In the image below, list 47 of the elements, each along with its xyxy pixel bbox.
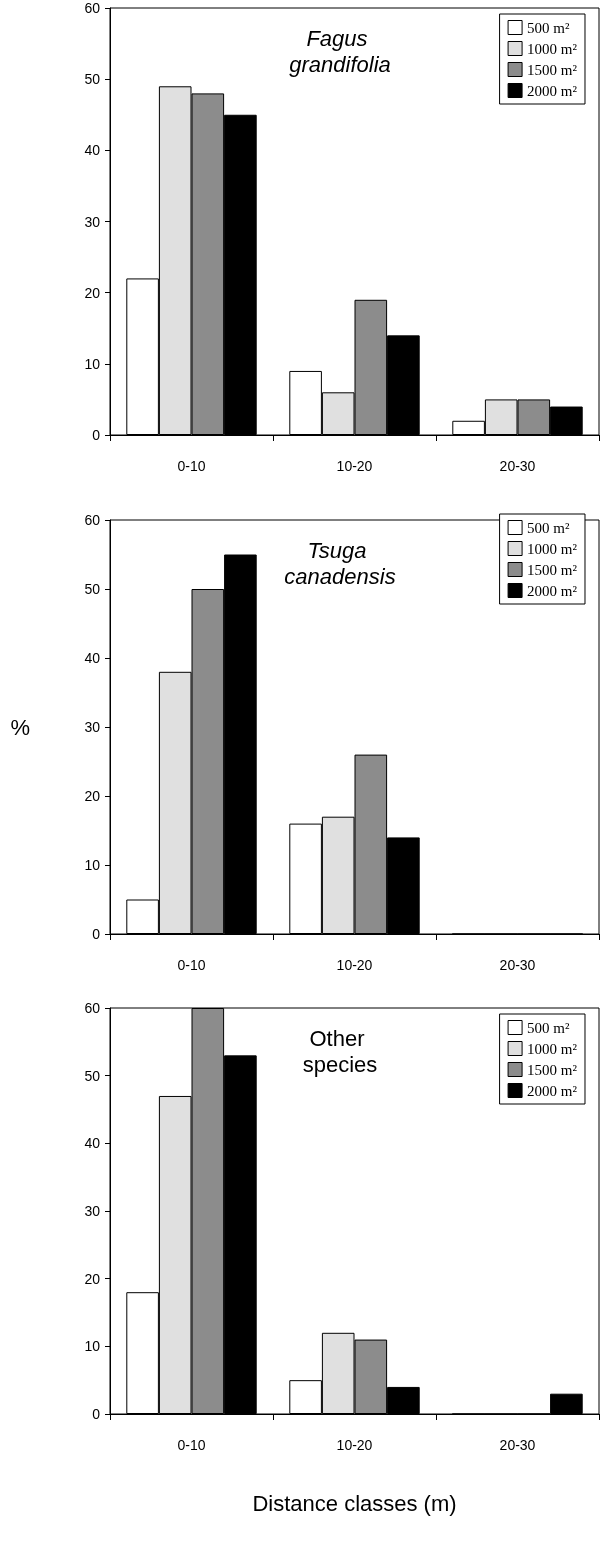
y-tick-label: 40 [84,1135,101,1152]
legend-label: 1500 m² [527,1061,578,1078]
x-tick-label: 20-30 [499,458,536,474]
x-tick-label: 10-20 [336,458,373,474]
x-tick-label: 0-10 [177,458,206,474]
legend-label: 2000 m² [527,582,578,599]
y-tick-label: 10 [84,857,101,873]
legend-label: 1000 m² [527,540,578,557]
y-tick-label: 60 [84,512,101,528]
legend-label: 1500 m² [527,61,578,78]
y-tick-label: 30 [84,719,101,735]
x-tick-label: 20-30 [499,957,536,973]
y-tick-label: 20 [84,788,101,804]
y-tick-label: 60 [84,0,101,16]
legend-label: 1000 m² [527,1040,578,1057]
y-tick-label: 50 [84,71,101,88]
y-tick-label: 40 [84,142,101,159]
y-tick-label: 10 [84,1338,101,1355]
y-tick-label: 60 [84,1000,101,1016]
y-tick-label: 0 [92,427,101,443]
y-tick-label: 40 [84,650,101,666]
x-tick-label: 10-20 [336,1437,373,1453]
legend-label: 500 m² [527,1019,570,1036]
legend-label: 2000 m² [527,82,578,99]
y-tick-label: 10 [84,355,101,372]
y-axis-title: % [10,714,30,740]
x-tick-label: 20-30 [499,1437,536,1453]
text: Fagus grandifolia [289,25,391,77]
y-tick-label: 30 [84,213,101,230]
text: Other species [302,1025,378,1077]
x-tick-label: 0-10 [177,957,206,973]
y-tick-label: 20 [84,1270,101,1287]
y-tick-label: 50 [84,1067,101,1084]
text: Tsuga canadensis [284,537,396,589]
legend-label: 500 m² [527,19,570,36]
legend-label: 1000 m² [527,40,578,57]
y-tick-label: 50 [84,581,101,597]
y-tick-label: 0 [92,926,101,942]
x-tick-label: 10-20 [336,957,373,973]
legend-label: 2000 m² [527,1082,578,1099]
y-tick-label: 0 [92,1406,101,1422]
y-tick-label: 20 [84,284,101,301]
x-tick-label: 0-10 [177,1437,206,1453]
legend-label: 500 m² [527,519,570,536]
legend-label: 1500 m² [527,561,578,578]
x-axis-title: Distance classes (m) [252,1490,457,1516]
y-tick-label: 30 [84,1203,101,1219]
